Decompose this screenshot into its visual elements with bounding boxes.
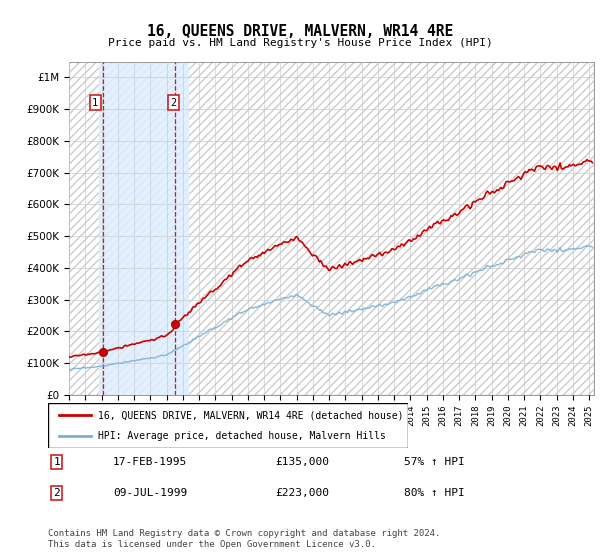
Text: 1: 1 [92,98,98,108]
Text: £135,000: £135,000 [275,457,329,467]
Text: Price paid vs. HM Land Registry's House Price Index (HPI): Price paid vs. HM Land Registry's House … [107,38,493,48]
Text: HPI: Average price, detached house, Malvern Hills: HPI: Average price, detached house, Malv… [98,431,386,441]
Text: 16, QUEENS DRIVE, MALVERN, WR14 4RE (detached house): 16, QUEENS DRIVE, MALVERN, WR14 4RE (det… [98,410,404,421]
Text: Contains HM Land Registry data © Crown copyright and database right 2024.
This d: Contains HM Land Registry data © Crown c… [48,529,440,549]
Text: 17-FEB-1995: 17-FEB-1995 [113,457,187,467]
Text: 57% ↑ HPI: 57% ↑ HPI [404,457,465,467]
Text: 09-JUL-1999: 09-JUL-1999 [113,488,187,498]
Text: 80% ↑ HPI: 80% ↑ HPI [404,488,465,498]
Text: 2: 2 [53,488,60,498]
Text: 2: 2 [170,98,177,108]
Text: £223,000: £223,000 [275,488,329,498]
Bar [98,62,188,395]
FancyBboxPatch shape [48,403,408,448]
Text: 1: 1 [53,457,60,467]
Text: 16, QUEENS DRIVE, MALVERN, WR14 4RE: 16, QUEENS DRIVE, MALVERN, WR14 4RE [147,24,453,39]
